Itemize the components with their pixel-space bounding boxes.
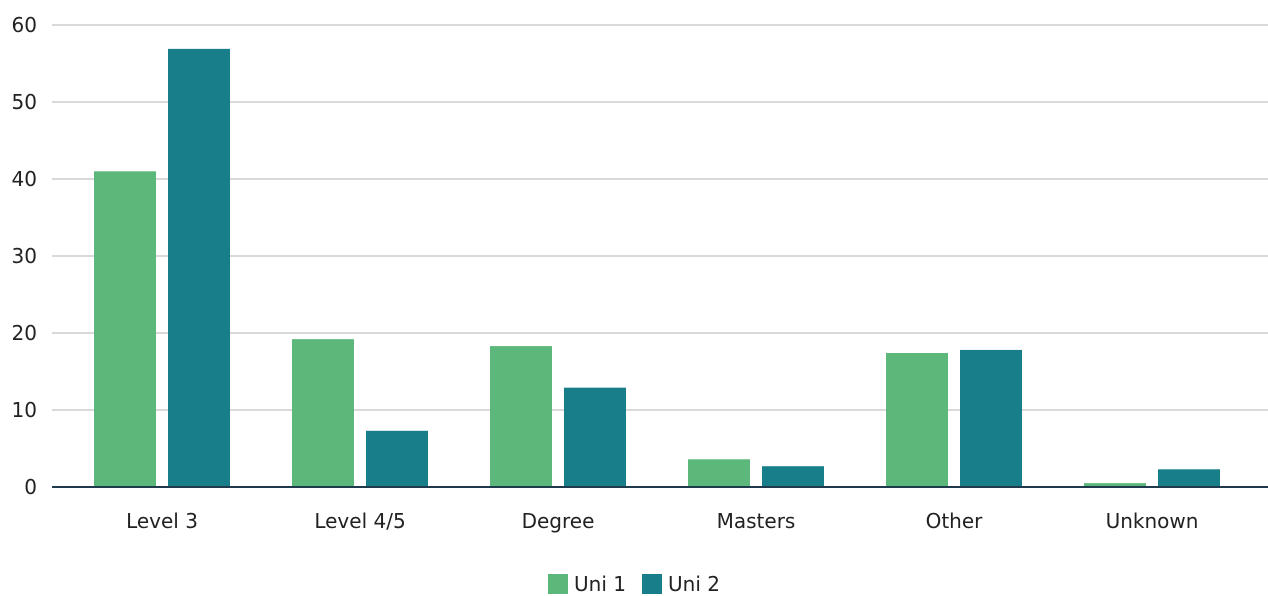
legend-label-uni-1: Uni 1 xyxy=(574,572,626,596)
y-tick-label: 20 xyxy=(12,321,37,345)
x-tick-label: Level 4/5 xyxy=(314,509,405,533)
legend-swatch-uni-1 xyxy=(548,574,569,594)
x-axis-ticks: Level 3 Level 4/5 Degree Masters Other Unknow… xyxy=(126,509,1198,533)
y-tick-label: 10 xyxy=(12,398,37,422)
x-tick-label: Other xyxy=(926,509,984,533)
y-tick-label: 40 xyxy=(12,167,37,191)
y-tick-label: 30 xyxy=(12,244,37,268)
bar-uni-1-degree xyxy=(490,346,552,487)
legend-label-uni-2: Uni 2 xyxy=(668,572,720,596)
gridlines xyxy=(52,24,1268,411)
bar-uni-2-level-4-5 xyxy=(366,430,428,487)
legend-entry-uni-1: Uni 1 xyxy=(548,572,626,596)
x-tick-label: Masters xyxy=(717,509,796,533)
bar-uni-1-level-4-5 xyxy=(292,339,354,487)
bar-uni-1-unknown xyxy=(1084,483,1146,487)
y-tick-label: 60 xyxy=(12,13,37,37)
bar-uni-2-unknown xyxy=(1158,469,1220,487)
bars xyxy=(94,48,1220,488)
bar-uni-1-level-3 xyxy=(94,171,156,488)
x-tick-label: Unknown xyxy=(1106,509,1199,533)
bar-uni-1-masters xyxy=(688,459,750,487)
bar-uni-2-other xyxy=(960,349,1022,487)
legend-swatch-uni-2 xyxy=(642,574,662,594)
y-axis-ticks: 0 10 20 30 40 50 60 xyxy=(12,13,37,499)
bar-uni-2-degree xyxy=(564,387,626,487)
bar-uni-2-masters xyxy=(762,466,824,487)
y-tick-label: 0 xyxy=(24,475,37,499)
bar-uni-1-other xyxy=(886,353,948,487)
legend: Uni 1 Uni 2 xyxy=(0,572,1268,596)
x-tick-label: Degree xyxy=(522,509,595,533)
legend-entry-uni-2: Uni 2 xyxy=(642,572,720,596)
x-tick-label: Level 3 xyxy=(126,509,198,533)
bar-uni-2-level-3 xyxy=(168,48,230,488)
bar-chart: 0 10 20 30 40 50 60 Level 3 Level 4/5 Degree Mast… xyxy=(12,13,1268,533)
y-tick-label: 50 xyxy=(12,90,37,114)
